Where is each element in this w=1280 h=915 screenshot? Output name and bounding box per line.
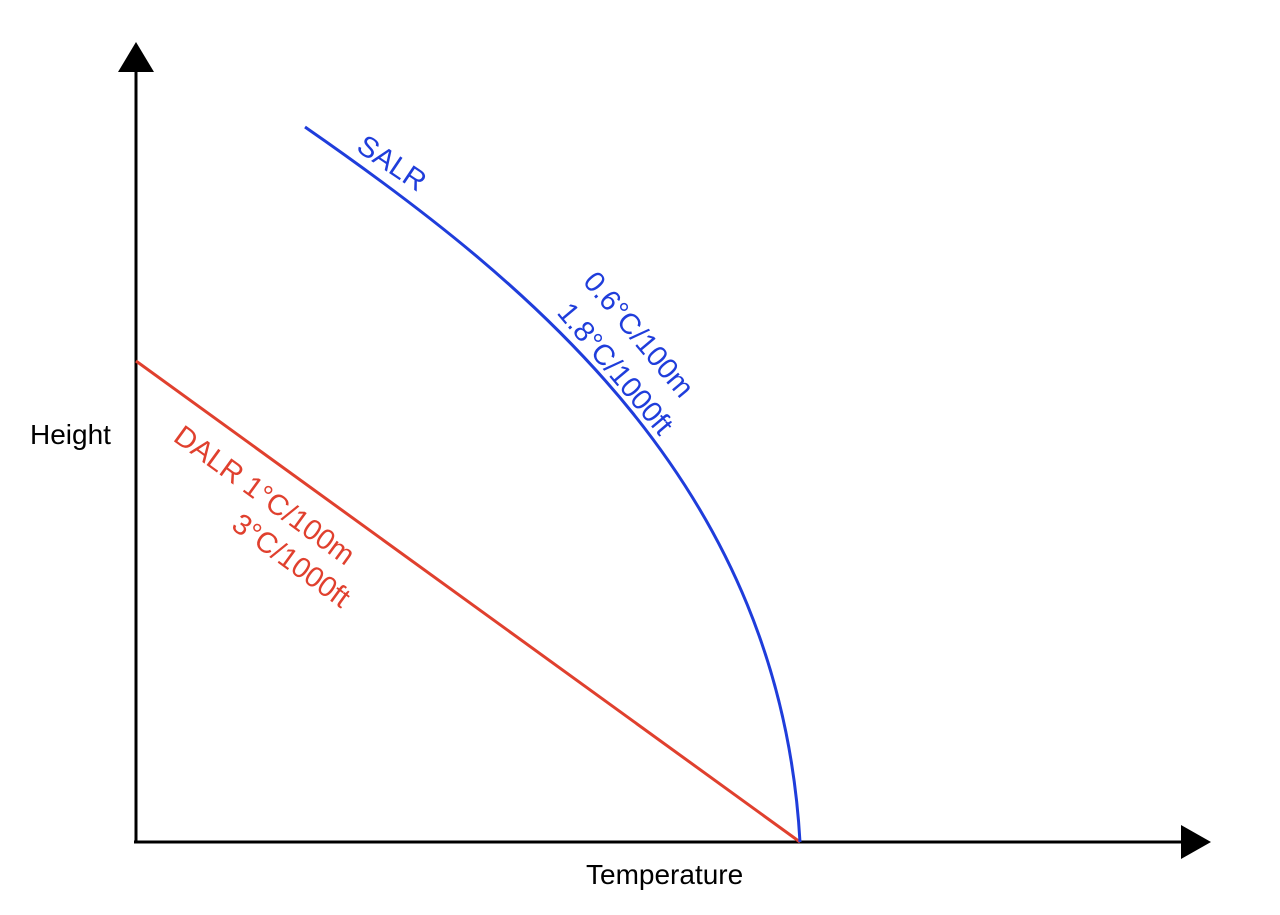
axes — [118, 42, 1211, 859]
y-axis-label: Height — [30, 419, 111, 450]
salr-curve — [304, 125, 802, 843]
x-axis-arrowhead — [1181, 825, 1211, 859]
dalr-line — [135, 359, 801, 844]
x-axis-label: Temperature — [586, 859, 743, 890]
y-axis-arrowhead — [118, 42, 154, 72]
